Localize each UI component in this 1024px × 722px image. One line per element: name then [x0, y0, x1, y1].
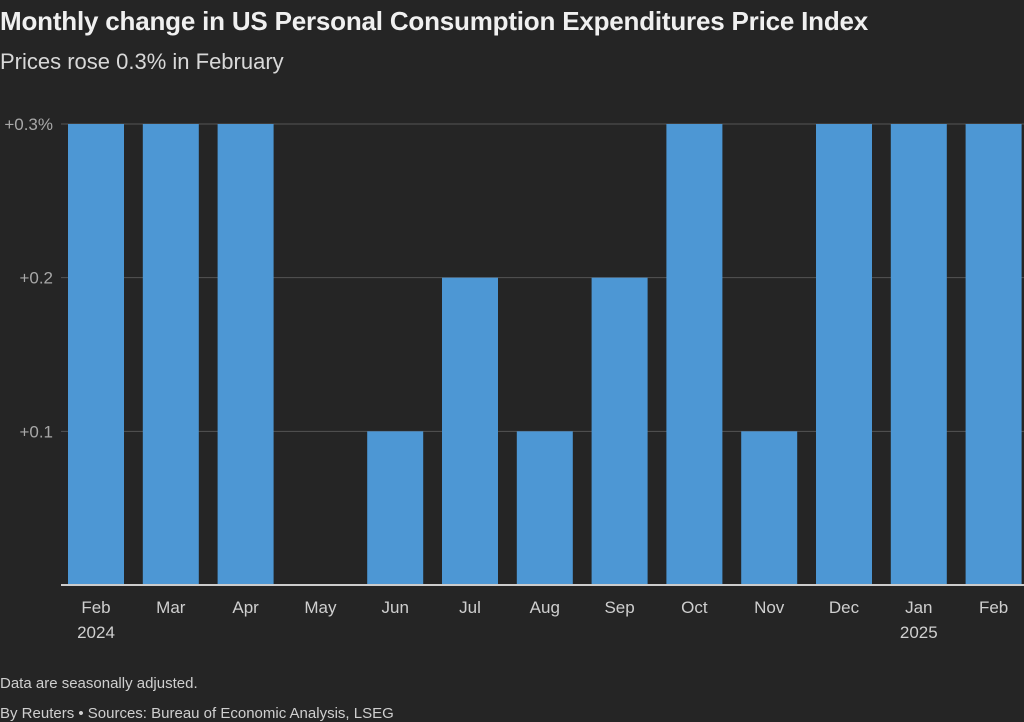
y-tick-label: +0.2 [19, 269, 53, 288]
x-tick-label: Mar [156, 598, 186, 617]
source-credit: By Reuters • Sources: Bureau of Economic… [0, 705, 394, 722]
x-tick-label: Jul [459, 598, 481, 617]
y-tick-label: +0.1 [19, 422, 53, 441]
x-tick-year-label: 2024 [77, 623, 115, 642]
y-tick-label: +0.3% [4, 115, 53, 134]
bar [591, 277, 648, 585]
bar [965, 124, 1022, 585]
bar [68, 124, 124, 585]
bar [367, 431, 424, 585]
bar-chart: +0.1 +0.2 +0.3% Feb 2024 Mar Apr May Jun Jul Aug Se… [4, 115, 1024, 642]
x-tick-label: Apr [232, 598, 259, 617]
x-tick-label: Feb [81, 598, 110, 617]
x-tick-year-label: 2025 [900, 623, 938, 642]
x-tick-label: Nov [754, 598, 785, 617]
x-tick-label: Dec [829, 598, 860, 617]
x-tick-label: Jan [905, 598, 932, 617]
x-tick-label: May [304, 598, 337, 617]
chart-title: Monthly change in US Personal Consumptio… [0, 6, 869, 36]
bar [516, 431, 573, 585]
x-tick-label: Oct [681, 598, 708, 617]
bar [442, 277, 498, 585]
x-tick-label: Sep [604, 598, 634, 617]
bar [666, 124, 723, 585]
x-tick-label: Aug [530, 598, 560, 617]
chart-subtitle: Prices rose 0.3% in February [0, 49, 284, 74]
x-tick-label: Jun [381, 598, 408, 617]
bar [142, 124, 199, 585]
footnote: Data are seasonally adjusted. [0, 675, 198, 692]
x-tick-label: Feb [979, 598, 1008, 617]
bar [741, 431, 798, 585]
bar [816, 124, 872, 585]
bar [217, 124, 274, 585]
bar [890, 124, 947, 585]
